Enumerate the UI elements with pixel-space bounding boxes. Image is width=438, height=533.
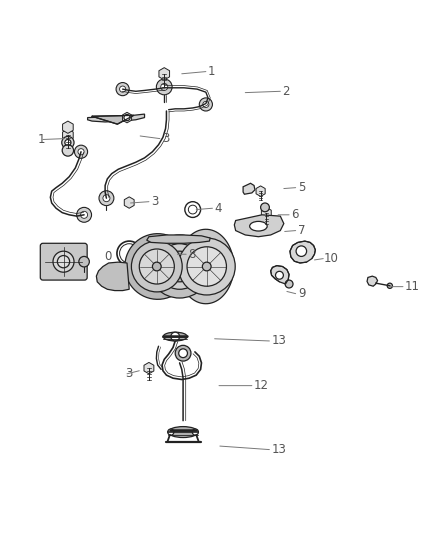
Circle shape — [164, 251, 195, 282]
Polygon shape — [92, 115, 134, 124]
Circle shape — [387, 283, 392, 288]
Circle shape — [62, 136, 74, 149]
Circle shape — [276, 271, 283, 279]
Polygon shape — [234, 215, 284, 237]
Text: 3: 3 — [125, 367, 132, 381]
Polygon shape — [96, 262, 129, 290]
Circle shape — [179, 349, 187, 358]
Text: 0: 0 — [104, 251, 112, 263]
Text: 13: 13 — [272, 335, 286, 348]
Circle shape — [156, 79, 172, 95]
Polygon shape — [178, 229, 234, 304]
Text: 12: 12 — [254, 379, 269, 392]
Text: 3: 3 — [162, 132, 170, 145]
Circle shape — [57, 255, 70, 268]
Text: 3: 3 — [151, 195, 159, 208]
Polygon shape — [159, 68, 170, 80]
Ellipse shape — [250, 221, 267, 231]
Text: 7: 7 — [298, 224, 305, 237]
Circle shape — [99, 191, 114, 206]
Circle shape — [103, 195, 110, 201]
Polygon shape — [144, 362, 154, 374]
FancyBboxPatch shape — [40, 243, 87, 280]
Polygon shape — [243, 183, 255, 194]
Polygon shape — [261, 207, 271, 219]
Polygon shape — [123, 112, 131, 123]
Circle shape — [120, 244, 139, 263]
Circle shape — [171, 332, 180, 341]
Text: 1: 1 — [208, 65, 215, 78]
Circle shape — [81, 211, 88, 219]
Circle shape — [53, 251, 74, 272]
Polygon shape — [367, 276, 378, 286]
Text: 8: 8 — [188, 248, 196, 261]
Circle shape — [77, 207, 92, 222]
Polygon shape — [271, 265, 289, 284]
Circle shape — [65, 140, 71, 146]
Circle shape — [175, 345, 191, 361]
Polygon shape — [147, 235, 210, 243]
Circle shape — [116, 83, 129, 96]
Circle shape — [131, 241, 182, 292]
Polygon shape — [63, 129, 73, 141]
Circle shape — [74, 145, 88, 158]
Text: 9: 9 — [298, 287, 305, 300]
Circle shape — [171, 258, 188, 275]
Circle shape — [192, 429, 198, 435]
Polygon shape — [88, 114, 145, 122]
Circle shape — [79, 256, 89, 267]
Circle shape — [152, 262, 161, 271]
Circle shape — [202, 262, 211, 271]
Circle shape — [178, 238, 235, 295]
Circle shape — [199, 98, 212, 111]
Text: 6: 6 — [291, 208, 299, 221]
Circle shape — [139, 249, 174, 284]
Polygon shape — [63, 121, 73, 133]
Circle shape — [148, 235, 211, 298]
Circle shape — [261, 203, 269, 212]
Text: 13: 13 — [272, 443, 286, 456]
Text: 4: 4 — [215, 202, 222, 215]
Circle shape — [120, 86, 126, 92]
Polygon shape — [125, 233, 191, 300]
Circle shape — [157, 244, 202, 289]
Polygon shape — [290, 241, 315, 263]
Circle shape — [188, 205, 197, 214]
Circle shape — [185, 201, 201, 217]
Circle shape — [117, 241, 141, 265]
Circle shape — [296, 246, 307, 256]
Text: 5: 5 — [298, 181, 305, 194]
Circle shape — [203, 101, 209, 108]
Circle shape — [124, 115, 130, 120]
Polygon shape — [124, 197, 134, 208]
Circle shape — [168, 429, 174, 435]
Text: 10: 10 — [324, 252, 339, 265]
Circle shape — [62, 145, 74, 156]
Circle shape — [161, 84, 168, 91]
Text: 11: 11 — [405, 280, 420, 293]
Ellipse shape — [168, 426, 198, 438]
Text: 2: 2 — [283, 85, 290, 98]
Ellipse shape — [163, 332, 187, 341]
Circle shape — [285, 280, 293, 288]
Circle shape — [78, 149, 84, 155]
Text: 1: 1 — [37, 133, 45, 146]
Polygon shape — [256, 186, 265, 197]
Circle shape — [187, 247, 226, 286]
